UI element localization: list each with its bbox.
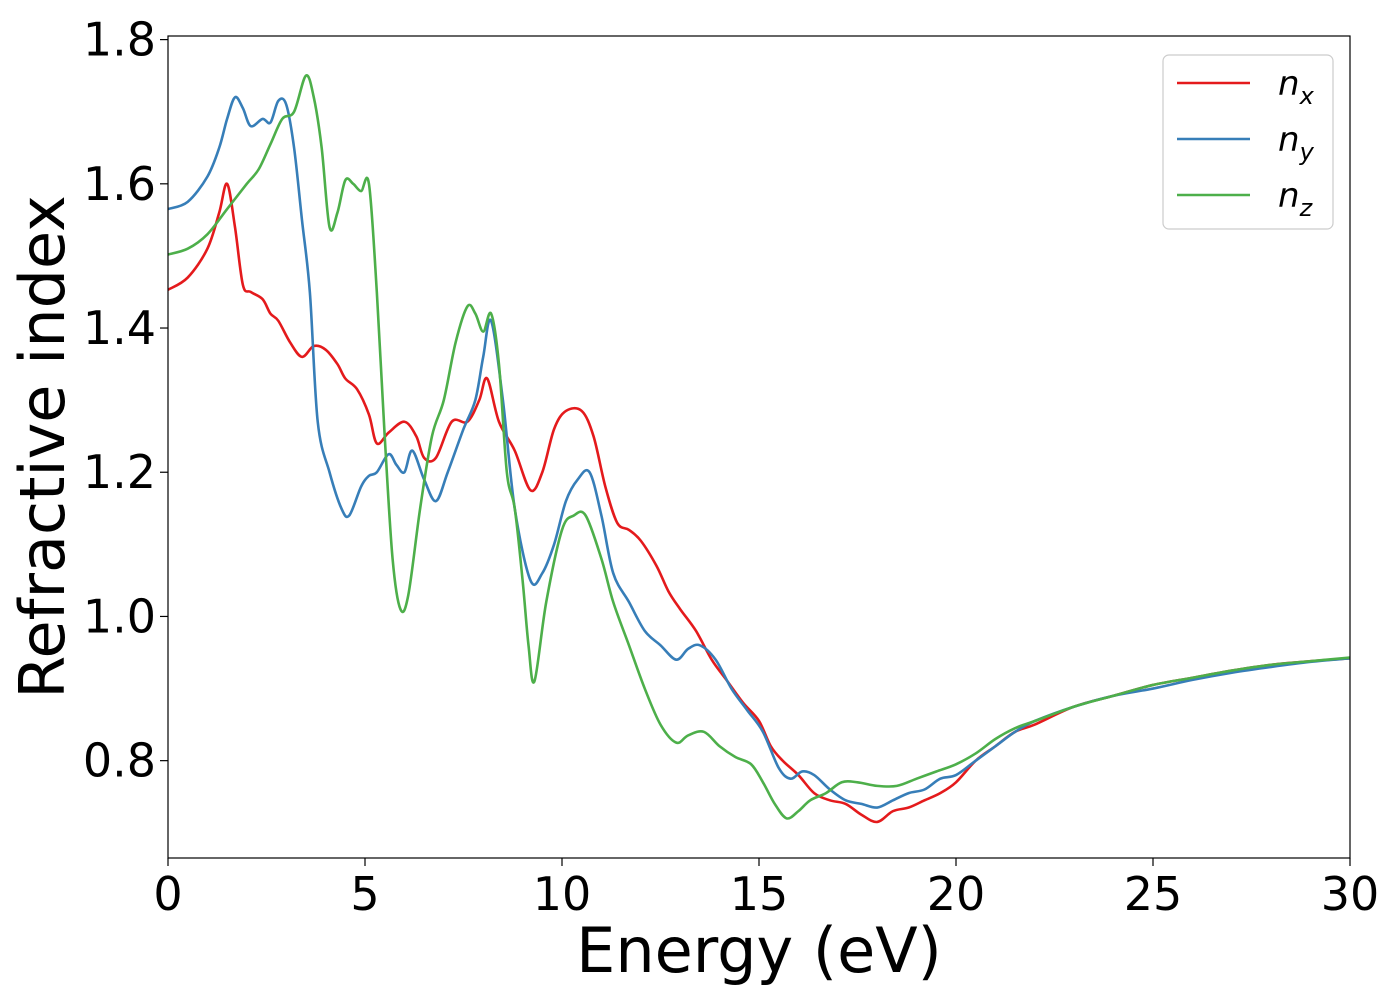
series-line-x <box>168 182 1350 824</box>
x-tick-label: 5 <box>350 867 379 921</box>
y-tick-label: 1.2 <box>83 445 156 499</box>
x-tick-label: 0 <box>153 867 182 921</box>
x-tick-label: 25 <box>1124 867 1183 921</box>
y-tick-label: 1.6 <box>83 157 156 211</box>
legend-box <box>1162 54 1334 230</box>
y-tick-label: 1.0 <box>83 589 156 643</box>
x-tick-label: 30 <box>1321 867 1380 921</box>
series-line-z <box>168 74 1350 820</box>
x-tick-label: 15 <box>730 867 789 921</box>
y-axis-title: Refractive index <box>6 195 79 699</box>
y-axis: 0.8 1.0 1.2 1.4 1.6 1.8 <box>83 13 168 788</box>
y-tick-label: 0.8 <box>83 734 156 788</box>
y-tick-label: 1.8 <box>83 13 156 67</box>
series-layer <box>168 74 1350 824</box>
x-axis-title: Energy (eV) <box>576 914 942 987</box>
x-tick-label: 20 <box>927 867 986 921</box>
series-line-y <box>168 95 1350 809</box>
x-axis: 0 5 10 15 20 25 30 <box>153 858 1379 921</box>
y-tick-label: 1.4 <box>83 301 156 355</box>
x-tick-label: 10 <box>533 867 592 921</box>
